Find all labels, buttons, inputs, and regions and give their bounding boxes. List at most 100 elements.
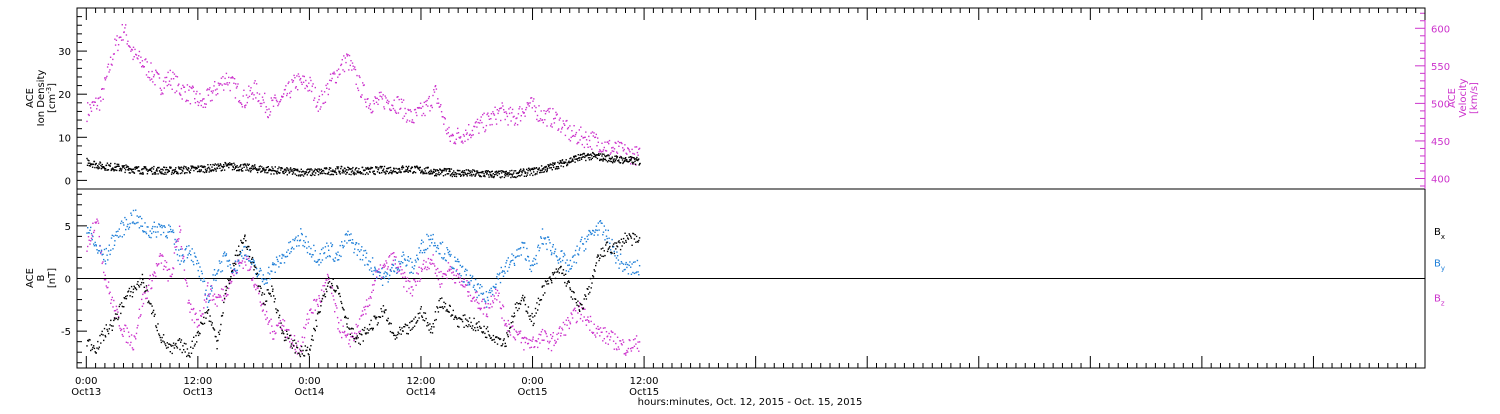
data-point — [271, 263, 274, 266]
data-point — [239, 253, 241, 255]
data-point — [316, 313, 319, 315]
data-point — [113, 310, 116, 312]
data-point — [491, 290, 493, 292]
data-point — [456, 318, 458, 320]
data-point — [265, 169, 267, 171]
data-point — [566, 164, 569, 166]
data-point — [249, 260, 251, 262]
data-point — [450, 174, 452, 176]
data-point — [608, 237, 610, 239]
data-point — [165, 235, 167, 238]
data-point — [273, 263, 276, 265]
data-point — [183, 261, 185, 263]
data-point — [597, 328, 599, 330]
data-point — [165, 344, 167, 347]
data-point — [386, 319, 388, 321]
data-point — [420, 242, 422, 245]
data-point — [471, 171, 473, 173]
data-point — [511, 169, 513, 172]
density-axis-label: ACE Ion Density [cm-3] — [25, 70, 58, 127]
data-point — [616, 157, 618, 159]
data-point — [589, 329, 591, 331]
data-point — [256, 171, 259, 174]
data-point — [440, 270, 442, 273]
data-point — [459, 318, 461, 320]
data-point — [255, 284, 258, 287]
data-point — [537, 120, 539, 122]
data-point — [442, 175, 445, 177]
data-point — [334, 291, 337, 293]
data-point — [367, 98, 369, 100]
data-point — [164, 260, 166, 262]
data-point — [396, 172, 399, 174]
data-point — [121, 333, 123, 336]
data-point — [308, 170, 311, 173]
data-point — [175, 342, 177, 345]
data-point — [145, 58, 147, 60]
data-point — [401, 255, 403, 257]
data-point — [324, 101, 327, 103]
data-point — [162, 93, 164, 95]
data-point — [348, 173, 350, 175]
data-point — [562, 165, 565, 168]
data-point — [464, 318, 467, 320]
data-point — [134, 166, 136, 169]
data-point — [178, 249, 180, 251]
data-point — [468, 172, 470, 175]
data-point — [344, 330, 346, 333]
data-point — [422, 241, 424, 243]
data-point — [469, 172, 472, 174]
data-point — [258, 166, 261, 168]
data-point — [544, 331, 547, 333]
data-point — [296, 347, 299, 349]
data-point — [286, 328, 288, 331]
data-point — [323, 102, 325, 104]
data-point — [151, 232, 153, 235]
data-point — [204, 166, 206, 168]
data-point — [450, 268, 452, 270]
data-point — [142, 171, 144, 174]
data-point — [170, 78, 173, 80]
data-point — [537, 309, 539, 311]
data-point — [421, 239, 423, 241]
data-point — [588, 286, 590, 288]
data-point — [242, 242, 244, 244]
data-point — [354, 341, 357, 343]
data-point — [380, 165, 382, 168]
data-point — [250, 167, 253, 169]
data-point — [388, 278, 390, 280]
data-point — [206, 169, 208, 172]
data-point — [456, 260, 458, 263]
data-point — [570, 296, 572, 298]
data-point — [227, 164, 229, 166]
data-point — [334, 171, 336, 173]
data-point — [329, 79, 331, 81]
data-point — [169, 167, 171, 169]
data-point — [442, 307, 444, 310]
data-point — [439, 242, 441, 244]
data-point — [555, 341, 557, 343]
data-point — [473, 125, 475, 128]
data-point — [318, 311, 321, 313]
data-point — [610, 251, 612, 254]
data-point — [332, 169, 334, 171]
data-point — [616, 151, 618, 153]
data-point — [248, 85, 250, 87]
data-point — [110, 302, 112, 304]
data-point — [526, 338, 528, 340]
data-point — [490, 113, 493, 115]
data-point — [96, 104, 99, 107]
data-point — [199, 165, 202, 167]
data-point — [482, 332, 484, 334]
data-point — [586, 143, 588, 145]
data-point — [296, 344, 298, 346]
data-point — [297, 235, 299, 237]
data-point — [157, 263, 159, 266]
data-point — [565, 319, 567, 321]
data-point — [532, 100, 534, 102]
data-point — [476, 326, 479, 329]
data-point — [461, 170, 464, 172]
data-point — [187, 354, 189, 356]
data-point — [562, 321, 565, 324]
data-point — [87, 102, 89, 104]
